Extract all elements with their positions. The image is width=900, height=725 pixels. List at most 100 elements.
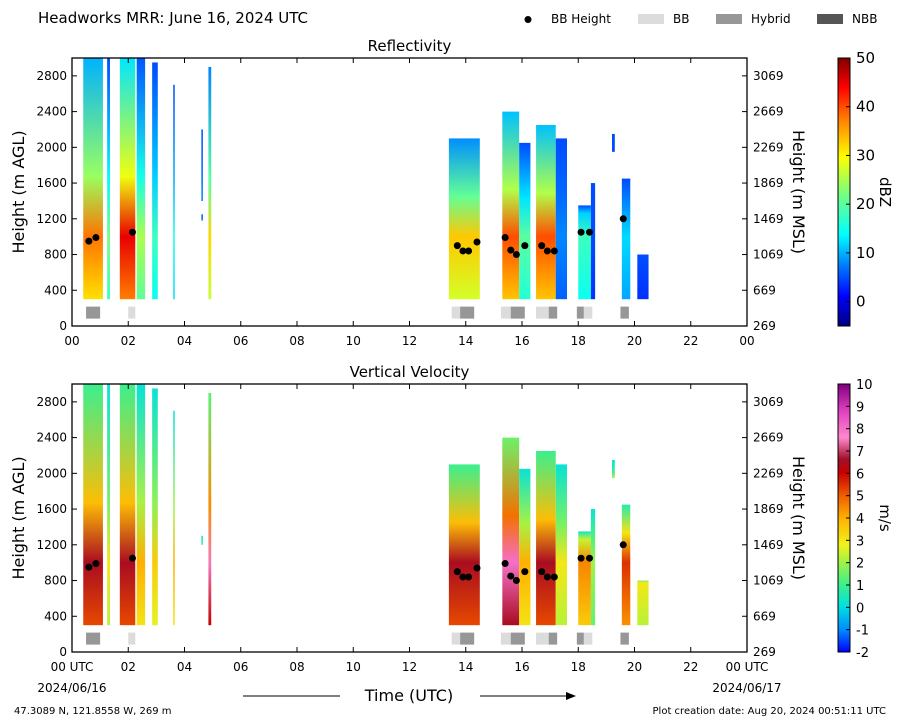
y-tick-label: 800 — [44, 574, 67, 588]
y-tick-label-right: 2269 — [753, 466, 784, 480]
echo-column — [555, 138, 567, 300]
x-tick-label: 12 — [402, 660, 417, 674]
x-tick-label: 02 — [121, 660, 136, 674]
colorbar-tick-label: 0 — [856, 293, 866, 311]
y-tick-label: 2000 — [36, 466, 67, 480]
colorbar-label: m/s — [876, 504, 894, 532]
echo-column — [502, 437, 520, 626]
x-tick-label: 00 UTC — [726, 660, 769, 674]
x-tick-label: 08 — [289, 334, 304, 348]
start-date: 2024/06/16 — [37, 681, 106, 695]
y-tick-label: 0 — [59, 319, 67, 333]
x-tick-label: 14 — [458, 334, 473, 348]
colorbar-tick-label: 10 — [856, 244, 875, 262]
bb-height-point — [453, 568, 461, 576]
colorbar-tick-label: 5 — [856, 490, 864, 505]
echo-columns — [83, 384, 649, 626]
x-tick-label: 02 — [121, 334, 136, 348]
echo-column — [208, 392, 212, 626]
bb-classification — [86, 632, 629, 645]
y-tick-label-right: 2269 — [753, 140, 784, 154]
y-tick-label-right: 1069 — [753, 574, 784, 588]
echo-column — [448, 464, 480, 626]
echo-column — [107, 58, 110, 300]
end-date: 2024/06/17 — [712, 681, 781, 695]
bb-classification — [86, 306, 629, 319]
y-tick-label-right: 3069 — [753, 395, 784, 409]
bb-height-point — [459, 247, 467, 255]
x-tick-label: 22 — [683, 334, 698, 348]
bb-height-point — [501, 234, 509, 242]
echo-column — [208, 66, 212, 300]
echo-column — [83, 58, 103, 300]
legend-bb-height-label: BB Height — [551, 12, 611, 26]
bb-height-point — [619, 541, 627, 549]
echo-column — [173, 84, 175, 300]
bb-height-point — [550, 573, 558, 581]
colorbar-tick-label: -2 — [856, 646, 869, 661]
echo-column — [519, 142, 531, 300]
y-tick-label: 400 — [44, 609, 67, 623]
y-axis-label-right: Height (m MSL) — [789, 130, 808, 254]
colorbar: -2 -1 0 1 2 3 4 5 6 7 8 9 10 m/s — [837, 378, 894, 661]
bb-segment — [510, 306, 525, 319]
x-tick-label: 16 — [514, 334, 529, 348]
bb-height-point — [577, 554, 585, 562]
bb-height-points — [85, 541, 627, 585]
x-tick-label: 00 — [64, 334, 79, 348]
x-tick-label: 16 — [514, 660, 529, 674]
echo-column — [107, 384, 110, 626]
colorbar: 0 10 20 30 40 50 dBZ — [837, 49, 894, 327]
legend-bb-patch — [638, 14, 664, 24]
bb-height-point — [538, 568, 546, 576]
bb-height-point — [543, 247, 551, 255]
echo-column — [578, 531, 591, 626]
echo-column — [621, 178, 631, 300]
y-axis-label: Height (m AGL) — [9, 456, 28, 579]
echo-column — [555, 464, 567, 626]
echo-column — [637, 254, 649, 300]
echo-column — [173, 410, 175, 626]
bb-height-point — [459, 573, 467, 581]
plot-creation-date: Plot creation date: Aug 20, 2024 00:51:1… — [653, 706, 886, 717]
bb-height-point — [453, 242, 461, 250]
colorbar-tick-label: 9 — [856, 400, 864, 415]
colorbar-tick-label: 6 — [856, 467, 864, 482]
colorbar-tick-label: 8 — [856, 423, 864, 438]
echo-column — [201, 129, 203, 201]
bb-height-point — [465, 247, 473, 255]
x-tick-label: 20 — [627, 660, 642, 674]
x-tick-label: 08 — [289, 660, 304, 674]
y-tick-label: 2800 — [36, 395, 67, 409]
colorbar-tick-label: -1 — [856, 624, 869, 639]
bb-segment — [128, 632, 136, 645]
colorbar-tick-label: 30 — [856, 146, 875, 164]
y-tick-label-right: 269 — [753, 319, 776, 333]
x-axis-label: Time (UTC) — [364, 686, 453, 705]
y-tick-label: 0 — [59, 645, 67, 659]
bb-segment — [548, 632, 558, 645]
bb-height-point — [501, 560, 509, 568]
colorbar-tick-label: 0 — [856, 601, 864, 616]
bb-segment — [583, 306, 593, 319]
echo-column — [201, 214, 203, 221]
echo-column — [536, 451, 556, 626]
legend-hybrid-label: Hybrid — [751, 12, 791, 26]
bb-segment — [86, 306, 101, 319]
bb-height-point — [128, 228, 136, 236]
y-tick-label-right: 1069 — [753, 248, 784, 262]
x-tick-label: 18 — [571, 334, 586, 348]
colorbar-label: dBZ — [876, 177, 894, 207]
bb-segment — [460, 632, 475, 645]
x-tick-label: 00 — [739, 334, 754, 348]
x-tick-label: 20 — [627, 334, 642, 348]
y-axis-label-right: Height (m MSL) — [789, 456, 808, 580]
y-tick-label: 1200 — [36, 212, 67, 226]
x-tick-label: 06 — [233, 334, 248, 348]
echo-column — [578, 205, 591, 300]
y-tick-label-right: 669 — [753, 609, 776, 623]
colorbar-tick-label: 3 — [856, 534, 864, 549]
y-tick-label-right: 3069 — [753, 69, 784, 83]
echo-column — [612, 459, 615, 478]
bb-height-point — [473, 238, 481, 246]
